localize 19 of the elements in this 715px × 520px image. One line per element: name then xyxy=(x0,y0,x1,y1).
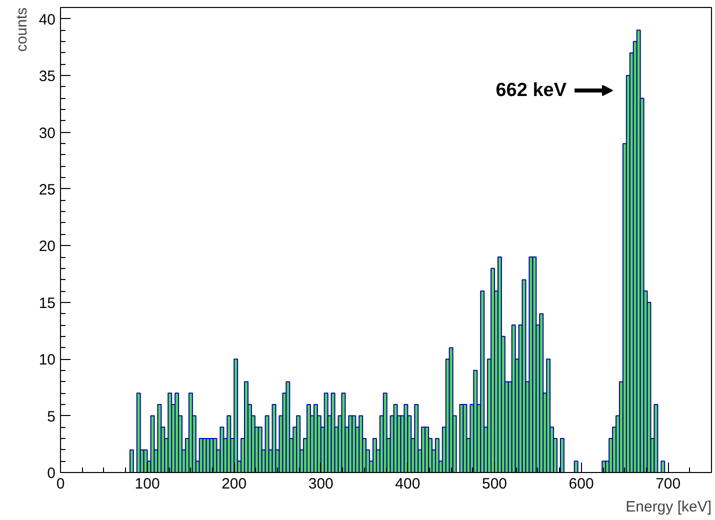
x-tick-label: 400 xyxy=(395,476,420,492)
y-axis-title: counts xyxy=(14,7,30,52)
annotation: 662 keV xyxy=(496,80,567,101)
x-tick-label: 500 xyxy=(482,476,508,492)
y-tick-label: 25 xyxy=(38,181,56,198)
y-tick-label: 30 xyxy=(38,124,56,142)
x-tick-label: 200 xyxy=(222,476,247,492)
y-tick-label: 10 xyxy=(38,352,56,369)
x-tick-label: 300 xyxy=(308,476,334,492)
x-tick-label: 600 xyxy=(568,476,594,492)
y-tick-label: 15 xyxy=(38,294,56,312)
x-tick-label: 100 xyxy=(134,476,160,492)
x-axis-title: Energy [keV] xyxy=(626,498,712,516)
y-tick-label: 40 xyxy=(38,11,56,28)
y-tick-label: 20 xyxy=(38,238,56,256)
y-tick-label: 35 xyxy=(38,68,56,86)
x-tick-label: 700 xyxy=(656,476,681,492)
y-tick-label: 0 xyxy=(47,465,56,482)
y-tick-label: 5 xyxy=(47,408,56,426)
